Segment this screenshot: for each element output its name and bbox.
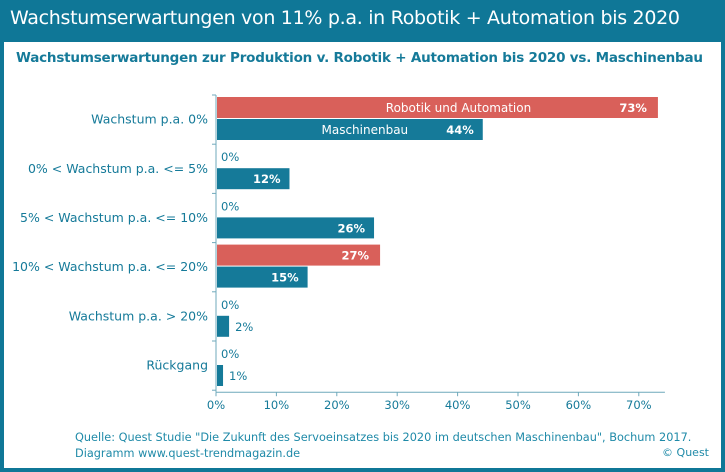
category-label: 0% < Wachstum p.a. <= 5%: [28, 161, 208, 176]
data-label-robotik: 0%: [221, 298, 239, 312]
category-label: Rückgang: [146, 358, 208, 373]
bar-maschinenbau: [217, 365, 224, 386]
data-label-robotik: 27%: [342, 249, 370, 263]
bar-robotik: [217, 244, 381, 266]
data-label-maschinenbau: 15%: [271, 271, 299, 285]
bar-maschinenbau: [217, 315, 230, 337]
data-label-robotik: 0%: [221, 347, 239, 361]
x-tick-label: 20%: [324, 398, 350, 412]
x-tick-label: 50%: [505, 398, 531, 412]
category-label: Wachstum p.a. 0%: [91, 112, 208, 127]
data-label-robotik: 0%: [221, 150, 239, 164]
bar-maschinenbau: [217, 217, 375, 239]
x-tick-label: 60%: [566, 398, 592, 412]
diagram-line: Diagramm www.quest-trendmagazin.de: [75, 447, 301, 460]
bar-maschinenbau: [217, 266, 308, 288]
data-label-maschinenbau: 26%: [338, 221, 366, 235]
data-label-robotik: 0%: [221, 199, 239, 213]
x-tick-label: 10%: [264, 398, 290, 412]
copyright: © Quest: [662, 446, 709, 459]
bar-chart: 0% 10% 20% 30% 40% 50% 60% 70% Wachstum p.a. 0% 7…: [12, 94, 665, 412]
category-label: Wachstum p.a. > 20%: [69, 308, 208, 323]
chart-title: Wachstumserwartungen zur Produktion v. R…: [16, 50, 703, 66]
bar-robotik: [217, 97, 658, 118]
data-label-maschinenbau: 2%: [235, 320, 253, 334]
series-label-maschinenbau: Maschinenbau: [321, 123, 408, 137]
bar-maschinenbau: [217, 168, 290, 190]
data-label-maschinenbau: 1%: [229, 369, 247, 383]
series-label-robotik: Robotik und Automation: [386, 101, 531, 115]
category-label: 10% < Wachstum p.a. <= 20%: [12, 259, 208, 274]
category-label: 5% < Wachstum p.a. <= 10%: [20, 210, 208, 225]
data-label-maschinenbau: 12%: [253, 172, 281, 186]
data-label-maschinenbau: 44%: [446, 123, 474, 137]
x-tick-label: 70%: [626, 398, 652, 412]
x-tick-label: 0%: [207, 398, 225, 412]
header-title: Wachstumserwartungen von 11% p.a. in Rob…: [10, 7, 680, 29]
chart-panel: Wachstumserwartungen zur Produktion v. R…: [4, 42, 721, 468]
source-line: Quelle: Quest Studie "Die Zukunft des Se…: [75, 431, 692, 444]
source-note: Quelle: Quest Studie "Die Zukunft des Se…: [75, 430, 691, 462]
x-tick-label: 30%: [384, 398, 410, 412]
bar-maschinenbau: [217, 119, 483, 140]
data-label-robotik: 73%: [619, 101, 647, 115]
x-tick-label: 40%: [445, 398, 471, 412]
